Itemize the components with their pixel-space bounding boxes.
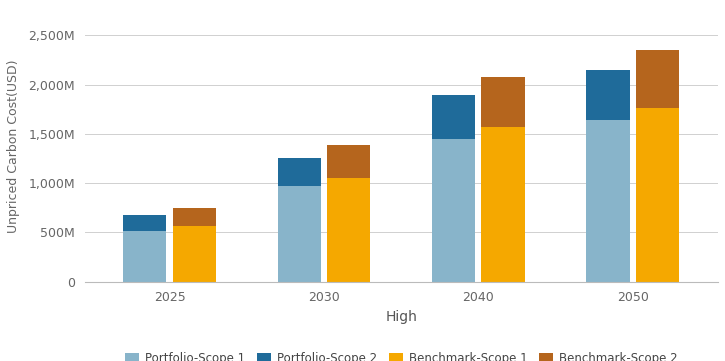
Bar	[173, 226, 216, 282]
Y-axis label: Unpriced Carbon Cost(USD): Unpriced Carbon Cost(USD)	[7, 60, 20, 233]
Bar	[432, 139, 476, 282]
Bar	[278, 186, 321, 282]
Bar	[123, 231, 167, 282]
Bar	[173, 208, 216, 226]
Bar	[636, 108, 679, 282]
Bar	[278, 158, 321, 186]
Bar	[481, 127, 525, 282]
Bar	[636, 50, 679, 108]
Bar	[327, 178, 370, 282]
Bar	[481, 77, 525, 127]
Bar	[587, 70, 630, 120]
Bar	[432, 95, 476, 139]
Legend: Portfolio-Scope 1, Portfolio-Scope 2, Benchmark-Scope 1, Benchmark-Scope 2: Portfolio-Scope 1, Portfolio-Scope 2, Be…	[120, 347, 682, 361]
Bar	[327, 145, 370, 178]
Bar	[587, 120, 630, 282]
X-axis label: High: High	[385, 310, 417, 324]
Bar	[123, 215, 167, 231]
